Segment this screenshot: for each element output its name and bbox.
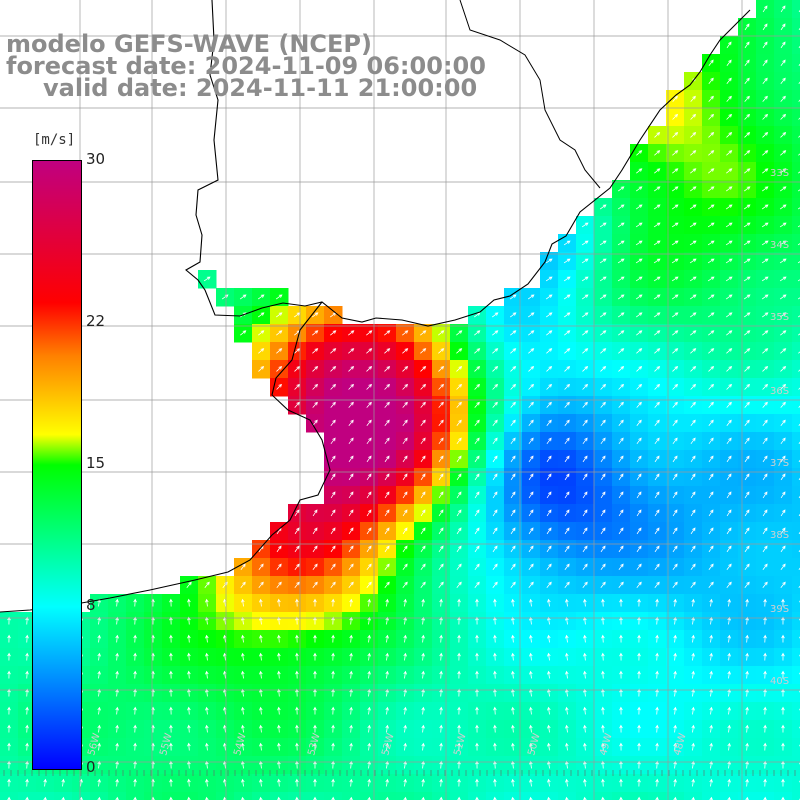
wind-cell [792,378,800,397]
wind-cell [792,468,800,487]
wind-cell [792,666,800,685]
wind-cell [792,324,800,343]
wind-cell [792,504,800,523]
wind-cell [792,54,800,73]
wind-cell [792,360,800,379]
wind-cell [792,792,800,800]
wind-cell [792,18,800,37]
latitude-label: 39S [770,604,789,615]
latitude-label: 36S [770,386,789,397]
colorbar-tick-label: 8 [86,598,96,613]
wind-cell [792,630,800,649]
wind-cell [792,126,800,145]
wind-cell [792,594,800,613]
wind-cell [792,216,800,235]
wind-cell [792,288,800,307]
wind-cell [792,486,800,505]
latitude-label: 37S [770,458,789,469]
wind-cell [792,684,800,703]
wind-cell [792,270,800,289]
wind-cell [792,36,800,55]
wind-cell [792,522,800,541]
latitude-label: 40S [770,676,789,687]
wind-cell [792,180,800,199]
wind-cell [792,0,800,19]
wind-cell [792,738,800,757]
wind-cell [792,558,800,577]
latitude-label: 38S [770,530,789,541]
wind-cell [792,342,800,361]
wind-cell [792,108,800,127]
title-valid-date: valid date: 2024-11-11 21:00:00 [43,76,477,100]
colorbar-tick-label: 0 [86,760,96,775]
latitude-label: 34S [770,240,789,251]
colorbar [32,160,82,770]
wind-cell [792,648,800,667]
wind-cell [792,756,800,775]
border-line [460,0,600,188]
wind-cell [792,612,800,631]
wind-cell [792,72,800,91]
wind-cell [792,702,800,721]
wind-cell [792,144,800,163]
wind-cell [792,198,800,217]
wind-cell [792,252,800,271]
wind-cell [792,162,800,181]
wind-cell [792,414,800,433]
latitude-label: 35S [770,312,789,323]
colorbar-units: [m/s] [33,132,75,148]
wind-cell [792,306,800,325]
wind-cell [792,720,800,739]
latitude-label: 33S [770,168,789,179]
wind-cell [792,396,800,415]
wind-cell [792,540,800,559]
colorbar-tick-label: 22 [86,314,105,329]
colorbar-tick-label: 15 [86,456,105,471]
wind-cell [792,774,800,793]
colorbar-tick-label: 30 [86,152,105,167]
wind-cell [792,450,800,469]
wind-cell [792,234,800,253]
wind-cell [792,576,800,595]
wind-cell [792,90,800,109]
wind-cell [792,432,800,451]
